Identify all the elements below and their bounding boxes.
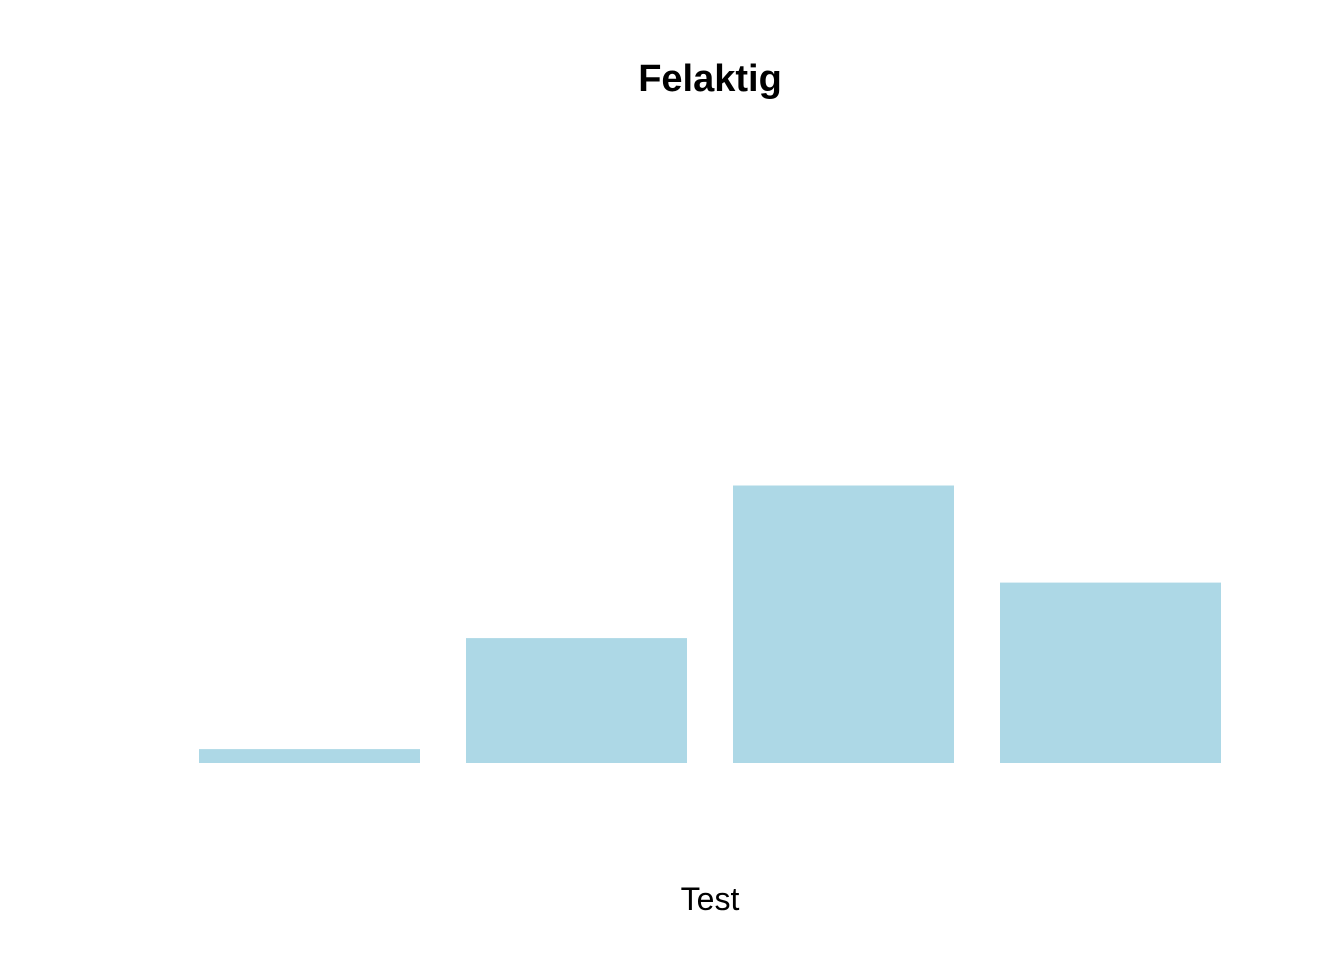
chart-title: Felaktig bbox=[638, 58, 782, 100]
bar-1 bbox=[199, 749, 420, 763]
bar-4 bbox=[1000, 582, 1221, 763]
bar-3 bbox=[733, 485, 954, 763]
bar-2 bbox=[466, 638, 687, 763]
x-axis-label: Test bbox=[680, 881, 740, 917]
